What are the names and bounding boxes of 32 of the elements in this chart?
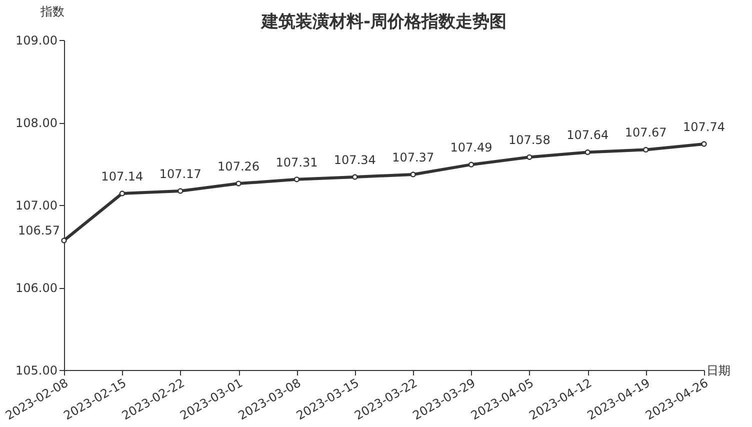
point bbox=[584, 149, 590, 156]
data-label: 106.57 bbox=[18, 223, 60, 238]
y-tick-label: 105.00 bbox=[16, 364, 58, 378]
data-label: 107.14 bbox=[101, 169, 144, 184]
point bbox=[236, 180, 242, 186]
y-tick-label: 106.00 bbox=[16, 281, 58, 295]
point bbox=[178, 188, 184, 194]
data-label: 107.74 bbox=[683, 120, 725, 134]
y-axis-title: 指数 bbox=[40, 4, 64, 18]
point bbox=[701, 141, 707, 147]
point bbox=[526, 154, 532, 160]
x-axis-title: 日期 bbox=[706, 364, 730, 378]
point bbox=[119, 190, 126, 196]
data-label: 107.17 bbox=[159, 166, 202, 181]
y-tick-label: 107.00 bbox=[16, 198, 58, 212]
chart-title: 建筑装潢材料-周价格指数走势图 bbox=[259, 12, 507, 32]
point bbox=[61, 238, 67, 244]
data-label: 107.49 bbox=[450, 140, 492, 155]
point bbox=[642, 146, 649, 153]
point bbox=[410, 172, 416, 178]
data-label: 107.26 bbox=[218, 160, 260, 174]
point bbox=[468, 162, 474, 168]
data-label: 107.67 bbox=[624, 126, 667, 140]
point bbox=[294, 176, 300, 182]
data-label: 107.34 bbox=[334, 152, 376, 167]
data-label: 107.31 bbox=[276, 155, 318, 170]
data-label: 107.58 bbox=[508, 133, 550, 148]
data-label: 107.64 bbox=[566, 128, 609, 142]
point bbox=[352, 174, 358, 180]
data-label: 107.37 bbox=[392, 150, 434, 164]
y-tick-label: 109.00 bbox=[16, 34, 58, 48]
y-tick-label: 108.00 bbox=[16, 116, 58, 130]
